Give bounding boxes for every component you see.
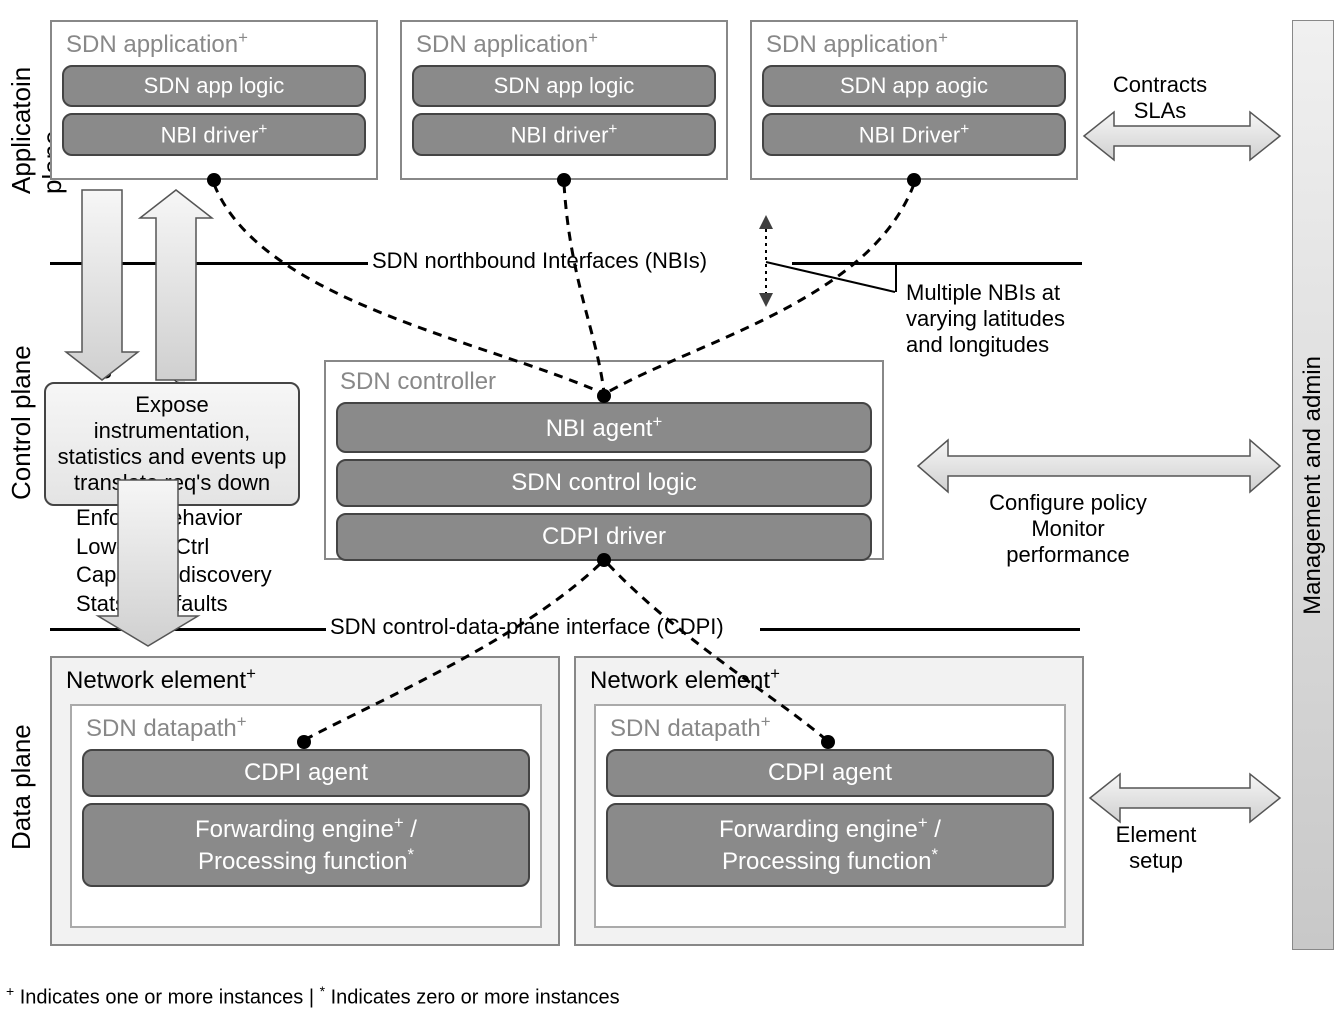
- dot-app3: [907, 173, 921, 187]
- app-box-1: SDN application+ SDN app logic NBI drive…: [50, 20, 378, 180]
- expose-info-box: Expose instrumentation, statistics and e…: [44, 382, 300, 506]
- ne2-forwarding: Forwarding engine+ / Processing function…: [606, 803, 1054, 887]
- dot-ne2: [821, 735, 835, 749]
- ne2-cdpi-agent: CDPI agent: [606, 749, 1054, 797]
- app-box-2-logic: SDN app logic: [412, 65, 716, 107]
- enforce-l4: Stats and faults: [76, 590, 272, 619]
- enforce-l1: Enforce behavior: [76, 504, 272, 533]
- enforce-l2: Low-level Ctrl: [76, 533, 272, 562]
- ne1-cdpi-agent: CDPI agent: [82, 749, 530, 797]
- app-box-3-nbi: NBI Driver+: [762, 113, 1066, 156]
- cdpi-line-right: [760, 628, 1080, 631]
- management-admin-label: Management and admin: [1299, 356, 1327, 615]
- enforce-list: Enforce behavior Low-level Ctrl Capabili…: [76, 504, 272, 618]
- footer-legend: + Indicates one or more instances | * In…: [6, 983, 620, 1010]
- nbi-tick: [895, 262, 897, 292]
- ne1-title: Network element+: [52, 658, 558, 701]
- app-box-3: SDN application+ SDN app aogic NBI Drive…: [750, 20, 1078, 180]
- nbi-line-right: [792, 262, 1082, 265]
- sdn-architecture-diagram: Applicatoin plane Control plane Data pla…: [0, 0, 1336, 1014]
- cdpi-interface-label: SDN control-data-plane interface (CDPI): [330, 614, 724, 640]
- dot-controller-bottom: [597, 553, 611, 567]
- dot-controller-top: [597, 389, 611, 403]
- ne1-forwarding: Forwarding engine+ / Processing function…: [82, 803, 530, 887]
- app-box-1-title: SDN application+: [52, 22, 376, 59]
- controller-control-logic: SDN control logic: [336, 459, 872, 507]
- plane-label-control: Control plane: [6, 330, 37, 500]
- management-admin-bar: Management and admin: [1292, 20, 1334, 950]
- configure-policy-label: Configure policy Monitor performance: [968, 490, 1168, 568]
- multiple-nbis-note: Multiple NBIs at varying latitudes and l…: [906, 280, 1106, 358]
- dot-app2: [557, 173, 571, 187]
- app-box-2: SDN application+ SDN app logic NBI drive…: [400, 20, 728, 180]
- dot-ne1: [297, 735, 311, 749]
- app-box-2-title: SDN application+: [402, 22, 726, 59]
- contracts-slas-label: Contracts SLAs: [1090, 72, 1230, 124]
- controller-nbi-agent: NBI agent+: [336, 402, 872, 453]
- app-box-3-title: SDN application+: [752, 22, 1076, 59]
- cdpi-line-left: [50, 628, 326, 631]
- plane-label-data: Data plane: [6, 680, 37, 850]
- enforce-l3: Capability discovery: [76, 561, 272, 590]
- app-box-3-logic: SDN app aogic: [762, 65, 1066, 107]
- app-box-2-nbi: NBI driver+: [412, 113, 716, 156]
- app-box-1-logic: SDN app logic: [62, 65, 366, 107]
- app-box-1-nbi: NBI driver+: [62, 113, 366, 156]
- nbi-interface-label: SDN northbound Interfaces (NBIs): [372, 248, 707, 274]
- element-setup-label: Element setup: [1096, 822, 1216, 874]
- network-element-1: Network element+ SDN datapath+ CDPI agen…: [50, 656, 560, 946]
- ne2-title: Network element+: [576, 658, 1082, 701]
- network-element-2: Network element+ SDN datapath+ CDPI agen…: [574, 656, 1084, 946]
- dot-app1: [207, 173, 221, 187]
